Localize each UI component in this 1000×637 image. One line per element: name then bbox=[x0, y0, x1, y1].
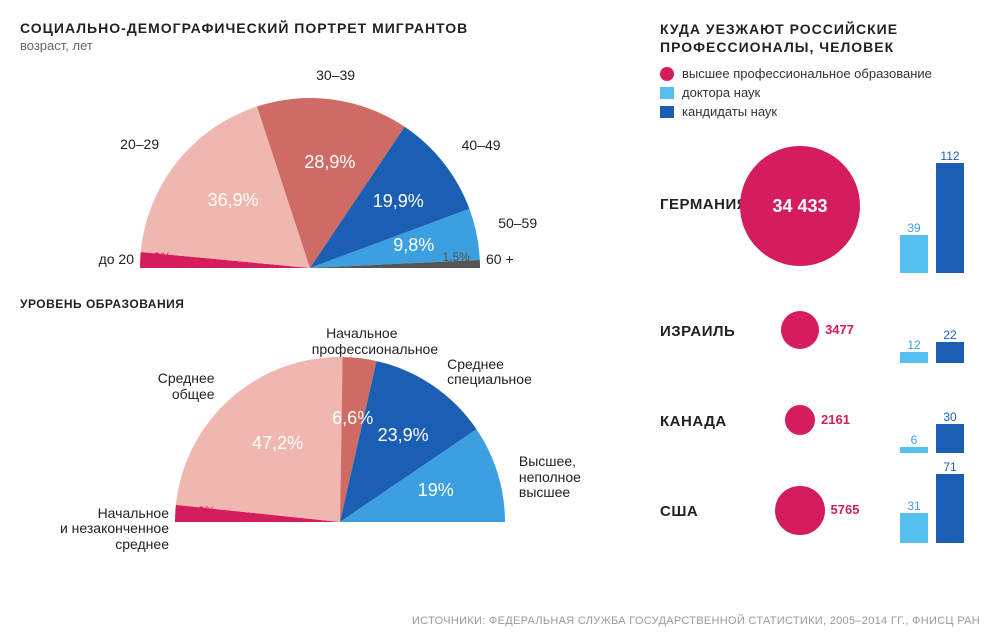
pie-category-label: 40–49 bbox=[462, 138, 501, 153]
bar-value: 112 bbox=[940, 149, 959, 163]
bar-rect bbox=[936, 342, 964, 364]
pie-pct-label: 1,5% bbox=[442, 250, 469, 264]
bar-value: 71 bbox=[943, 460, 956, 474]
country-row: КАНАДА 2161 6 30 bbox=[660, 379, 980, 461]
legend-text: высшее профессиональное образование bbox=[682, 66, 932, 81]
bubble-value: 5765 bbox=[831, 502, 860, 517]
bubble-higher-edu bbox=[775, 486, 824, 535]
bar: 112 bbox=[936, 149, 964, 273]
pie-category-label: 50–59 bbox=[498, 216, 537, 231]
country-name: ГЕРМАНИЯ bbox=[660, 196, 748, 213]
left-column: СОЦИАЛЬНО-ДЕМОГРАФИЧЕСКИЙ ПОРТРЕТ МИГРАН… bbox=[20, 20, 640, 537]
bar: 22 bbox=[936, 328, 964, 364]
bar: 30 bbox=[936, 410, 964, 453]
bubble-higher-edu: 34 433 bbox=[740, 146, 860, 266]
pie-pct-label: 19% bbox=[418, 480, 454, 501]
pie-pct-label: 6,6% bbox=[332, 408, 373, 429]
bar-value: 12 bbox=[907, 338, 920, 352]
bubble-higher-edu bbox=[781, 311, 819, 349]
country-name: США bbox=[660, 503, 698, 520]
legend-text: доктора наук bbox=[682, 85, 760, 100]
bar-value: 30 bbox=[943, 410, 956, 424]
bubble-higher-edu bbox=[785, 405, 815, 435]
pie-pct-label: 36,9% bbox=[208, 190, 259, 211]
bubble-value: 34 433 bbox=[772, 196, 827, 217]
bar-rect bbox=[900, 513, 928, 543]
source-line: ИСТОЧНИКИ: ФЕДЕРАЛЬНАЯ СЛУЖБА ГОСУДАРСТВ… bbox=[412, 615, 980, 627]
pie-category-label: Среднее специальное bbox=[447, 357, 532, 388]
bars-group: 12 22 bbox=[900, 328, 980, 364]
bar-rect bbox=[900, 352, 928, 364]
bar-rect bbox=[936, 424, 964, 453]
pie-pct-label: 19,9% bbox=[373, 191, 424, 212]
right-title: КУДА УЕЗЖАЮТ РОССИЙСКИЕ ПРОФЕССИОНАЛЫ, Ч… bbox=[660, 20, 980, 56]
bar-rect bbox=[936, 163, 964, 273]
country-name: ИЗРАИЛЬ bbox=[660, 323, 735, 340]
legend-swatch bbox=[660, 106, 674, 118]
bar: 12 bbox=[900, 338, 928, 364]
country-row: США57653171 bbox=[660, 469, 980, 551]
age-chart: 3% до 20 36,9% 20–29 28,9% 30–39 19,9% 40–49 9,8… bbox=[20, 63, 580, 293]
pie-category-label: Среднее общее bbox=[158, 371, 215, 402]
country-row: ИЗРАИЛЬ 3477 12 22 bbox=[660, 289, 980, 371]
bar-value: 6 bbox=[911, 433, 918, 447]
bars-group: 6 30 bbox=[900, 410, 980, 453]
bars-group: 31 71 bbox=[900, 460, 980, 544]
pie-category-label: до 20 bbox=[99, 252, 134, 267]
pie-category-label: Начальное профессиональное bbox=[312, 326, 412, 357]
legend-swatch bbox=[660, 87, 674, 99]
legend-item: доктора наук bbox=[660, 85, 980, 100]
left-subtitle: возраст, лет bbox=[20, 38, 640, 53]
bar: 71 bbox=[936, 460, 964, 544]
pie-category-label: Высшее, неполное высшее bbox=[519, 454, 581, 500]
legend-item: высшее профессиональное образование bbox=[660, 66, 980, 81]
pie-pct-label: 3% bbox=[154, 250, 171, 264]
edu-chart: 3,3%Начальное и незаконченное среднее47,… bbox=[20, 307, 580, 537]
pie-pct-label: 3,3% bbox=[188, 504, 215, 518]
bar-rect bbox=[900, 447, 928, 453]
right-column: КУДА УЕЗЖАЮТ РОССИЙСКИЕ ПРОФЕССИОНАЛЫ, Ч… bbox=[660, 20, 980, 559]
bar-value: 39 bbox=[907, 221, 920, 235]
bar-value: 22 bbox=[943, 328, 956, 342]
bubble-value: 3477 bbox=[825, 322, 854, 337]
bar-value: 31 bbox=[907, 499, 920, 513]
left-title: СОЦИАЛЬНО-ДЕМОГРАФИЧЕСКИЙ ПОРТРЕТ МИГРАН… bbox=[20, 20, 640, 36]
pie-category-label: Начальное и незаконченное среднее bbox=[60, 506, 169, 552]
legend-swatch bbox=[660, 67, 674, 81]
pie-pct-label: 47,2% bbox=[252, 433, 303, 454]
bubble-value: 2161 bbox=[821, 412, 850, 427]
bar-rect bbox=[900, 235, 928, 273]
legend: высшее профессиональное образование докто… bbox=[660, 66, 980, 119]
pie-pct-label: 9,8% bbox=[393, 235, 434, 256]
country-name: КАНАДА bbox=[660, 413, 727, 430]
pie-category-label: 60 + bbox=[486, 252, 514, 267]
pie-category-label: 30–39 bbox=[286, 68, 386, 83]
bar: 6 bbox=[900, 433, 928, 453]
country-row: ГЕРМАНИЯ 34 433 39 112 bbox=[660, 131, 980, 281]
pie-pct-label: 28,9% bbox=[304, 152, 355, 173]
pie-category-label: 20–29 bbox=[120, 137, 159, 152]
pie-pct-label: 23,9% bbox=[378, 425, 429, 446]
bar: 31 bbox=[900, 499, 928, 543]
legend-text: кандидаты наук bbox=[682, 104, 777, 119]
bar-rect bbox=[936, 474, 964, 544]
bars-group: 39 112 bbox=[900, 149, 980, 273]
bar: 39 bbox=[900, 221, 928, 273]
countries-list: ГЕРМАНИЯ 34 433 39 112 ИЗРАИЛЬ 3477 12 22 КАНАДА… bbox=[660, 131, 980, 551]
legend-item: кандидаты наук bbox=[660, 104, 980, 119]
